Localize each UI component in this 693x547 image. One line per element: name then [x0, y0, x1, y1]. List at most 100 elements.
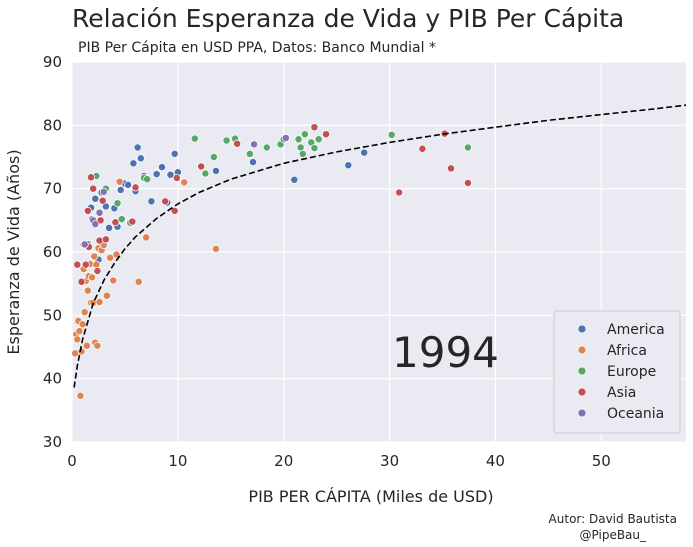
data-point-africa [92, 260, 101, 269]
author-handle: @PipeBau_ [579, 528, 647, 542]
data-point-america [152, 170, 161, 179]
data-point-africa [77, 347, 86, 356]
legend-box [553, 310, 681, 434]
y-tick-label: 30 [43, 433, 62, 451]
data-point-oceania [95, 208, 104, 217]
data-point-europe [143, 175, 152, 184]
data-point-africa [102, 291, 111, 300]
y-tick-label: 50 [43, 306, 62, 324]
y-tick-label: 60 [43, 243, 62, 261]
legend-label-oceania: Oceania [607, 406, 664, 422]
data-point-asia [73, 260, 82, 269]
data-point-asia [83, 206, 92, 215]
axis-ticks: 0 10 20 30 40 50 30 40 50 60 70 80 90 [43, 53, 611, 470]
data-point-africa [212, 244, 220, 253]
data-point-africa [90, 252, 99, 261]
data-point-europe [117, 215, 126, 224]
legend: America Africa Europe Asia Oceania [553, 310, 681, 434]
data-point-asia [395, 188, 404, 197]
data-point-asia [95, 236, 104, 245]
data-point-africa [83, 286, 92, 295]
legend-label-america: America [607, 322, 665, 338]
data-point-asia [87, 173, 96, 182]
data-point-america [360, 148, 369, 157]
data-point-europe [314, 135, 323, 144]
data-point-oceania [99, 187, 108, 196]
data-point-europe [190, 134, 199, 143]
x-tick-label: 0 [67, 452, 77, 470]
legend-marker-europe [577, 366, 587, 376]
data-point-oceania [91, 220, 100, 229]
data-point-asia [418, 144, 427, 153]
data-point-asia [111, 218, 120, 227]
x-axis-label: PIB PER CÁPITA (Miles de USD) [248, 487, 493, 506]
data-point-asia [463, 179, 472, 187]
data-point-europe [298, 149, 307, 158]
data-point-europe [245, 149, 254, 158]
data-point-asia [447, 164, 455, 173]
legend-label-asia: Asia [607, 385, 636, 401]
data-point-africa [115, 177, 124, 186]
x-tick-label: 10 [168, 452, 187, 470]
data-point-africa [112, 250, 121, 259]
data-point-africa [80, 308, 89, 317]
data-point-africa [82, 341, 91, 350]
y-axis-label: Esperanza de Vida (Años) [4, 149, 23, 354]
x-tick-label: 50 [592, 452, 611, 470]
data-point-america [212, 166, 220, 175]
legend-label-europe: Europe [607, 364, 656, 380]
data-point-europe [300, 130, 309, 139]
year-annotation: 1994 [392, 328, 499, 377]
data-point-africa [106, 253, 115, 262]
data-point-europe [113, 199, 122, 208]
data-point-asia [322, 130, 331, 139]
legend-marker-africa [577, 345, 587, 355]
author-credit: Autor: David Bautista @PipeBau_ [549, 511, 677, 543]
data-point-africa [73, 335, 82, 344]
data-point-asia [128, 217, 137, 226]
data-point-europe [310, 144, 319, 153]
data-point-america [147, 197, 156, 206]
data-point-asia [77, 277, 86, 286]
x-tick-label: 20 [274, 452, 293, 470]
data-point-america [136, 154, 145, 163]
data-point-asia [233, 139, 242, 148]
data-point-asia [93, 267, 102, 275]
data-point-europe [294, 135, 303, 144]
data-point-africa [134, 277, 143, 286]
data-point-asia [310, 123, 319, 132]
data-point-america [158, 163, 166, 172]
data-point-asia [170, 206, 179, 215]
data-point-africa [95, 298, 104, 306]
legend-marker-oceania [577, 408, 587, 418]
data-point-africa [78, 320, 87, 329]
data-point-oceania [250, 140, 259, 149]
data-point-asia [81, 260, 90, 269]
y-tick-label: 70 [43, 180, 62, 198]
data-point-america [91, 194, 100, 203]
legend-marker-america [577, 324, 587, 334]
legend-marker-asia [577, 387, 587, 397]
y-tick-label: 80 [43, 116, 62, 134]
x-tick-label: 40 [486, 452, 505, 470]
data-point-america [344, 161, 353, 170]
data-point-asia [172, 173, 181, 182]
chart-title: Relación Esperanza de Vida y PIB Per Cáp… [72, 4, 625, 33]
data-point-asia [131, 183, 140, 192]
data-point-america [124, 180, 133, 189]
data-point-asia [101, 235, 110, 244]
chart-subtitle: PIB Per Cápita en USD PPA, Datos: Banco … [78, 40, 436, 56]
legend-label-africa: Africa [607, 343, 647, 359]
data-point-america [105, 223, 114, 232]
data-point-africa [109, 276, 118, 285]
data-point-europe [222, 136, 231, 145]
data-point-america [116, 185, 125, 194]
data-point-oceania [80, 240, 89, 249]
y-tick-label: 90 [43, 53, 62, 71]
data-point-america [170, 149, 179, 158]
data-point-africa [93, 341, 102, 350]
data-point-europe [463, 143, 472, 152]
data-point-africa [76, 391, 85, 400]
x-tick-label: 30 [380, 452, 399, 470]
